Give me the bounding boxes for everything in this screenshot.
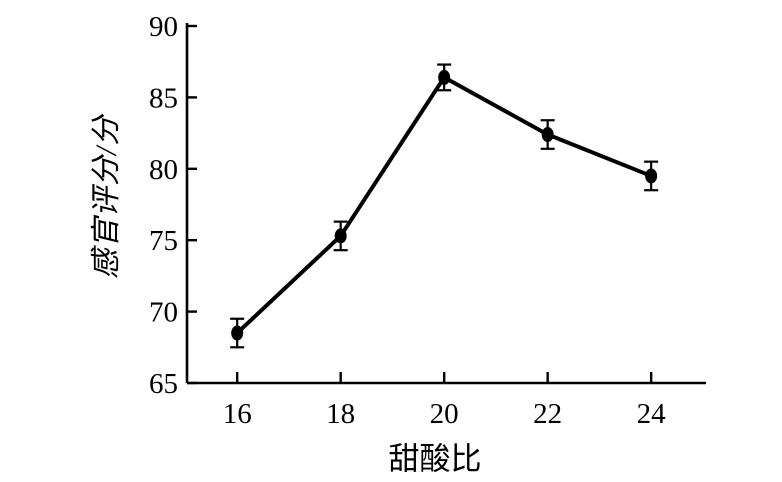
y-tick-label: 85 [149, 82, 178, 114]
x-tick-label: 24 [637, 398, 667, 430]
x-tick-label: 20 [430, 398, 459, 430]
y-axis-label: 感官评分/分 [90, 114, 123, 280]
data-point-marker [541, 127, 554, 143]
data-point-marker [231, 325, 244, 341]
data-point-marker [438, 69, 451, 85]
series-line [235, 75, 654, 336]
x-tick-label: 18 [326, 398, 355, 430]
y-tick-label: 75 [149, 225, 178, 257]
y-tick-label: 90 [149, 11, 178, 43]
data-point-marker [645, 168, 658, 184]
y-tick-label: 80 [149, 154, 178, 186]
x-axis-label: 甜酸比 [388, 441, 482, 477]
data-point-marker [334, 228, 347, 244]
y-tick-label: 70 [149, 297, 178, 329]
x-tick-label: 22 [533, 398, 562, 430]
y-tick-label: 65 [149, 368, 178, 400]
x-tick-label: 16 [223, 398, 252, 430]
